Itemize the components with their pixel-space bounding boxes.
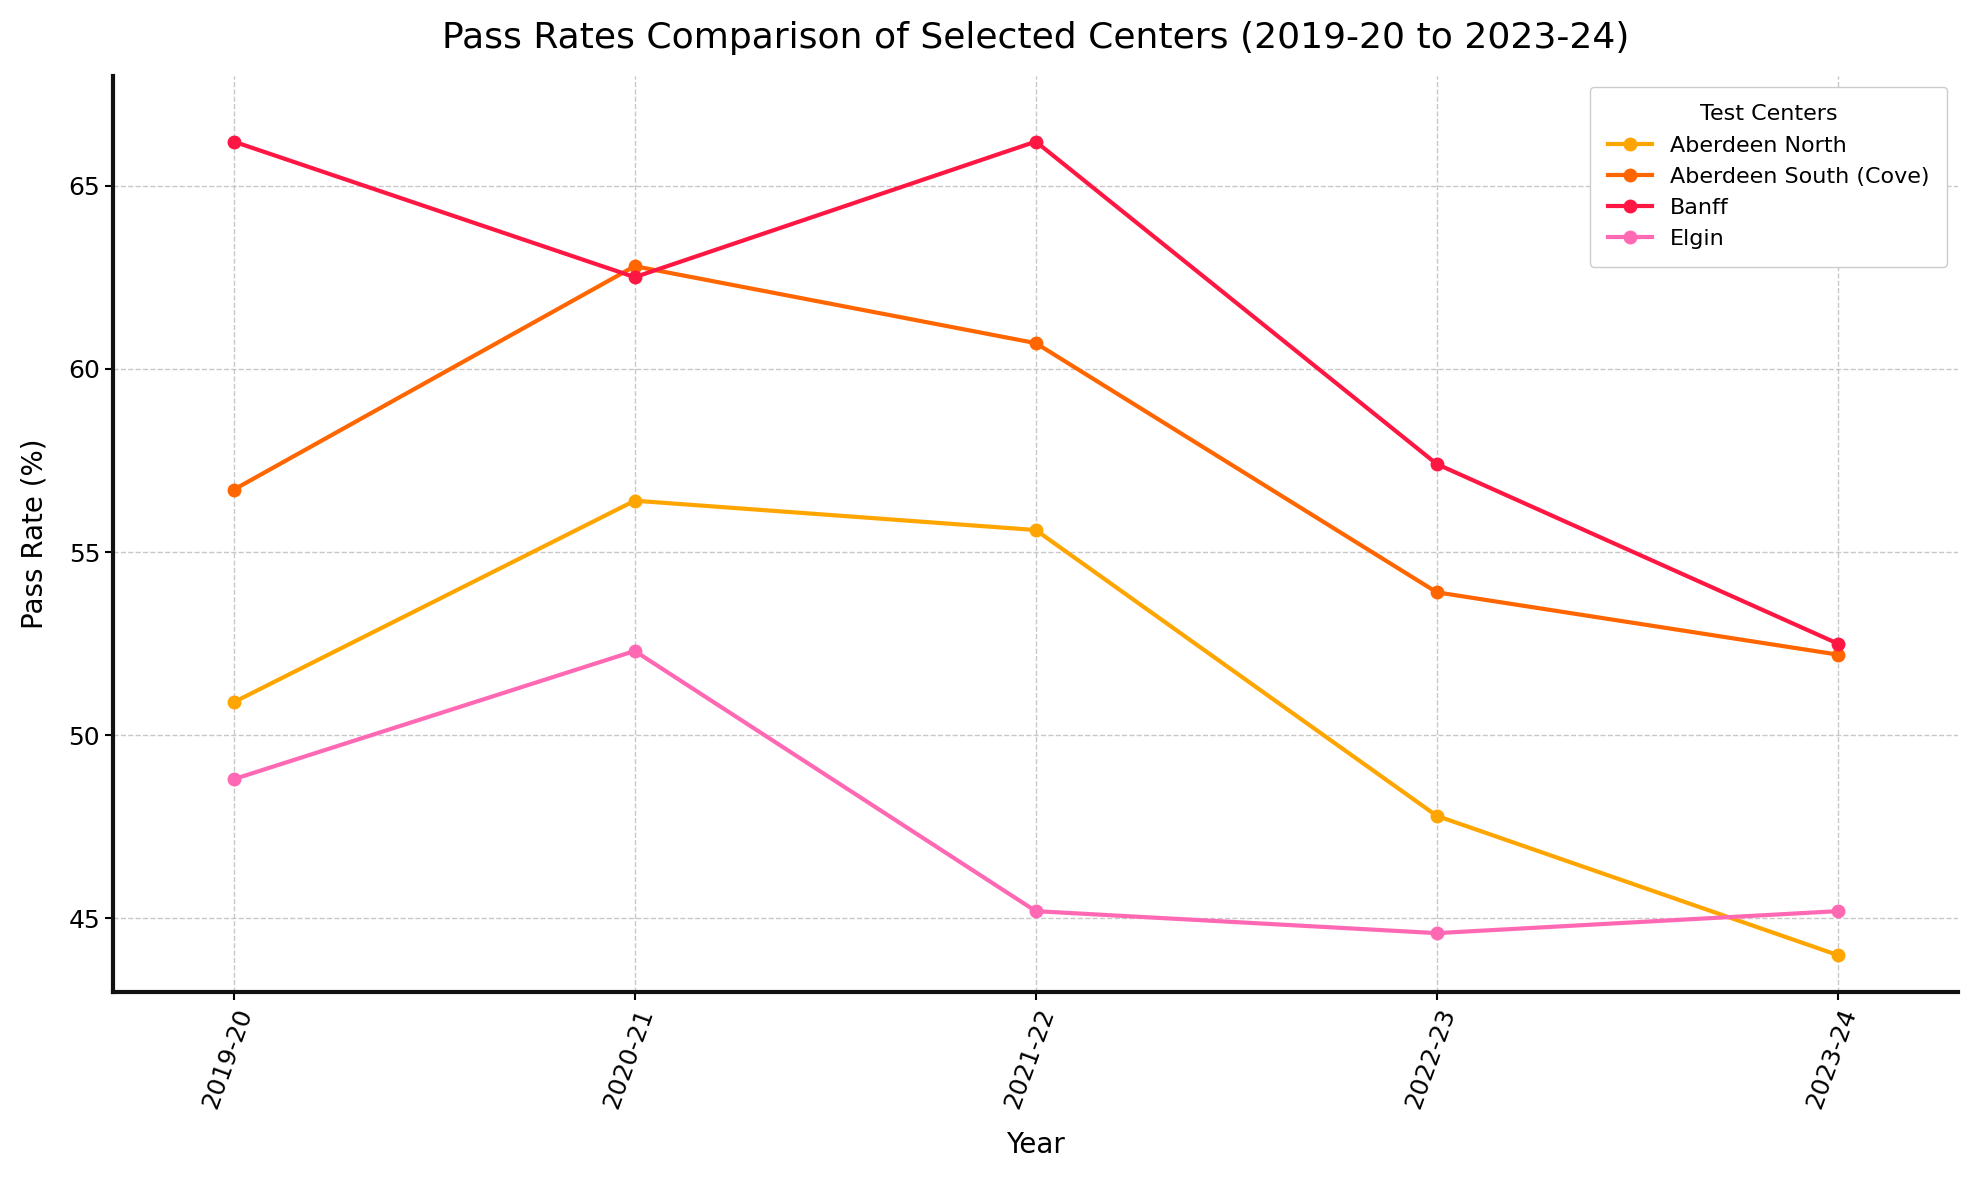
Line: Aberdeen South (Cove): Aberdeen South (Cove) (228, 260, 1844, 661)
Aberdeen South (Cove) (222, 483, 245, 497)
Aberdeen South (Cove) (623, 260, 647, 274)
Line: Elgin: Elgin (228, 644, 1844, 939)
Aberdeen North (222, 695, 245, 709)
Elgin (623, 644, 647, 658)
Aberdeen North (1425, 808, 1449, 822)
Title: Pass Rates Comparison of Selected Centers (2019-20 to 2023-24): Pass Rates Comparison of Selected Center… (441, 21, 1629, 54)
Elgin (1425, 926, 1449, 940)
Banff (1023, 135, 1047, 149)
Banff (1425, 457, 1449, 471)
Banff (623, 270, 647, 284)
Aberdeen South (Cove) (1023, 336, 1047, 350)
Legend: Aberdeen North, Aberdeen South (Cove), Banff, Elgin: Aberdeen North, Aberdeen South (Cove), B… (1589, 86, 1947, 267)
Banff (1827, 636, 1850, 650)
Aberdeen North (1023, 523, 1047, 537)
Aberdeen North (1827, 948, 1850, 962)
X-axis label: Year: Year (1005, 1132, 1065, 1159)
Banff (222, 135, 245, 149)
Elgin (222, 772, 245, 786)
Aberdeen North (623, 493, 647, 507)
Aberdeen South (Cove) (1425, 585, 1449, 599)
Elgin (1827, 904, 1850, 918)
Line: Banff: Banff (228, 136, 1844, 650)
Line: Aberdeen North: Aberdeen North (228, 494, 1844, 962)
Elgin (1023, 904, 1047, 918)
Y-axis label: Pass Rate (%): Pass Rate (%) (22, 439, 49, 629)
Aberdeen South (Cove) (1827, 648, 1850, 662)
